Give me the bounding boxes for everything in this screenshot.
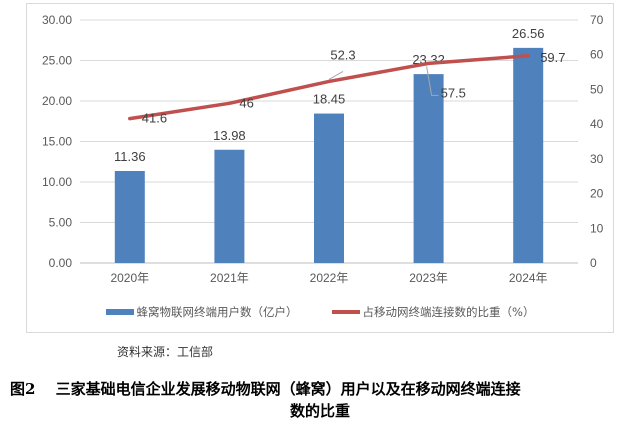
bar [214, 149, 245, 263]
left-tick-label: 30.00 [42, 13, 72, 27]
bar-data-label: 11.36 [114, 149, 146, 164]
figure-caption: 图2 三家基础电信企业发展移动物联网（蜂窝）用户以及在移动网终端连接 数的比重 [0, 378, 640, 422]
bar [314, 113, 344, 264]
line-data-label: 59.7 [540, 50, 565, 65]
line-series [128, 54, 530, 121]
legend-label-bar: 蜂窝物联网终端用户数（亿户） [136, 305, 298, 319]
caption-line-2: 数的比重 [289, 402, 350, 420]
x-tick-label: 2022年 [310, 271, 349, 285]
right-tick-label: 30 [590, 152, 604, 166]
right-tick-label: 50 [590, 82, 604, 96]
right-tick-label: 40 [590, 117, 604, 131]
left-tick-label: 5.00 [49, 216, 73, 230]
right-tick-label: 60 [590, 48, 604, 62]
left-tick-label: 10.00 [42, 175, 72, 189]
chart-frame [26, 3, 614, 333]
bar-data-label: 13.98 [213, 128, 246, 143]
left-tick-label: 0.00 [49, 256, 73, 270]
source-note: 资料来源：工信部 [117, 345, 214, 359]
legend-item-line: 占移动网终端连接数的比重（%） [331, 304, 535, 320]
line-data-label: 41.6 [142, 111, 167, 126]
bar-data-label: 26.56 [512, 26, 545, 41]
bar [114, 170, 145, 263]
line-data-label: 57.5 [441, 85, 466, 100]
legend-swatch-line [331, 310, 360, 314]
left-tick-label: 25.00 [42, 54, 72, 68]
chart: 0.00 5.00 10.00 15.00 20.00 25.00 30.00 0 10 20 30… [42, 13, 604, 285]
legend: 蜂窝物联网终端用户数（亿户） 占移动网终端连接数的比重（%） [0, 304, 640, 320]
x-tick-label: 2024年 [509, 271, 548, 285]
x-tick-label: 2023年 [409, 271, 448, 285]
leader-line [426, 66, 439, 96]
caption-line-1: 图2 三家基础电信企业发展移动物联网（蜂窝）用户以及在移动网终端连接 [10, 380, 521, 398]
legend-label-line: 占移动网终端连接数的比重（%） [362, 305, 535, 319]
x-tick-label: 2020年 [110, 271, 149, 285]
legend-swatch-bar [105, 309, 134, 315]
legend-item-bar: 蜂窝物联网终端用户数（亿户） [105, 304, 298, 320]
left-tick-label: 15.00 [42, 135, 72, 149]
x-tick-label: 2021年 [210, 271, 249, 285]
bar [413, 74, 444, 263]
left-tick-label: 20.00 [42, 94, 72, 108]
line-data-label: 52.3 [330, 47, 355, 62]
right-tick-label: 70 [590, 13, 604, 27]
right-tick-label: 20 [590, 187, 604, 201]
right-tick-label: 10 [590, 221, 604, 235]
right-tick-label: 0 [590, 256, 597, 270]
leader-line [328, 71, 344, 80]
bar [513, 47, 544, 263]
bar-data-label: 18.45 [313, 92, 346, 107]
line-data-label: 46 [239, 95, 253, 110]
